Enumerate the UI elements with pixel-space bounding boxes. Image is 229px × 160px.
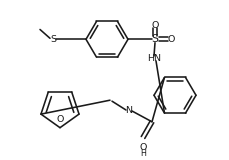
Text: O: O xyxy=(139,143,147,152)
Text: N: N xyxy=(125,107,133,116)
Text: HN: HN xyxy=(147,54,161,63)
Text: O: O xyxy=(56,115,64,124)
Text: S: S xyxy=(152,34,158,44)
Text: H: H xyxy=(140,149,146,158)
Text: O: O xyxy=(167,35,175,44)
Text: S: S xyxy=(50,35,56,44)
Text: O: O xyxy=(151,21,159,30)
